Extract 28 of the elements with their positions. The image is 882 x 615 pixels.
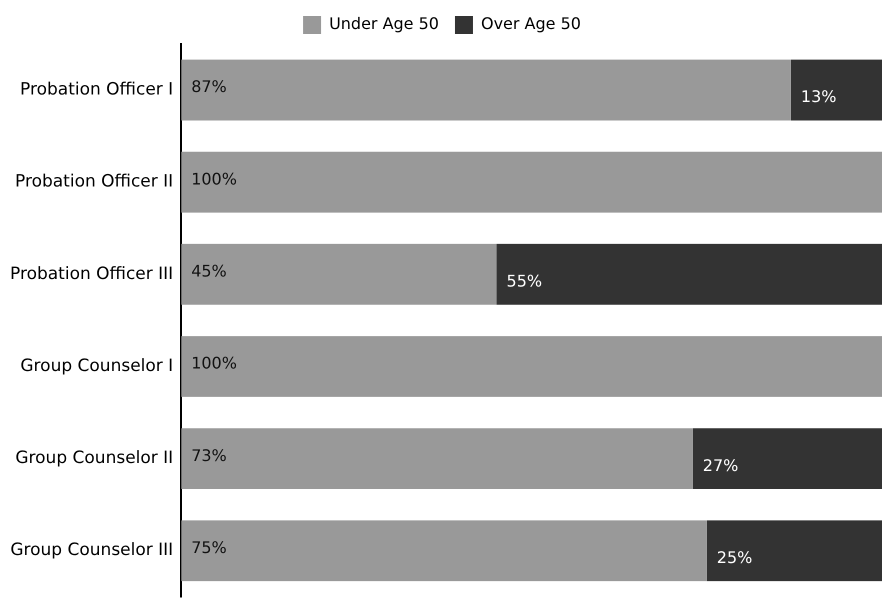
y-tick-label: Probation Officer I [20,79,174,100]
y-tick-label: Probation Officer II [15,172,174,192]
data-label: 25% [716,548,752,567]
bar [181,244,497,305]
data-label: 45% [191,261,227,280]
bar [181,428,693,490]
bar [692,428,882,490]
data-label: 55% [506,271,542,290]
y-tick-label: Group Counselor II [15,448,174,468]
data-label: 100% [191,169,237,188]
data-label: 75% [191,538,227,557]
bar [181,152,882,213]
y-tick-label: Probation Officer III [10,264,174,284]
data-label: 13% [800,87,836,106]
y-tick-label: Group Counselor III [10,540,174,560]
data-label: 27% [702,456,738,475]
bar [496,244,882,305]
bar [181,60,791,120]
data-label: 87% [191,77,227,96]
bar [181,336,882,397]
bar [706,520,882,582]
data-label: 100% [191,354,237,373]
bar [181,520,707,582]
y-tick-label: Group Counselor I [20,356,174,376]
bar [790,60,882,120]
legend-label: Under Age 50 [329,14,439,34]
legend-label: Over Age 50 [480,14,581,34]
data-label: 73% [191,446,227,465]
